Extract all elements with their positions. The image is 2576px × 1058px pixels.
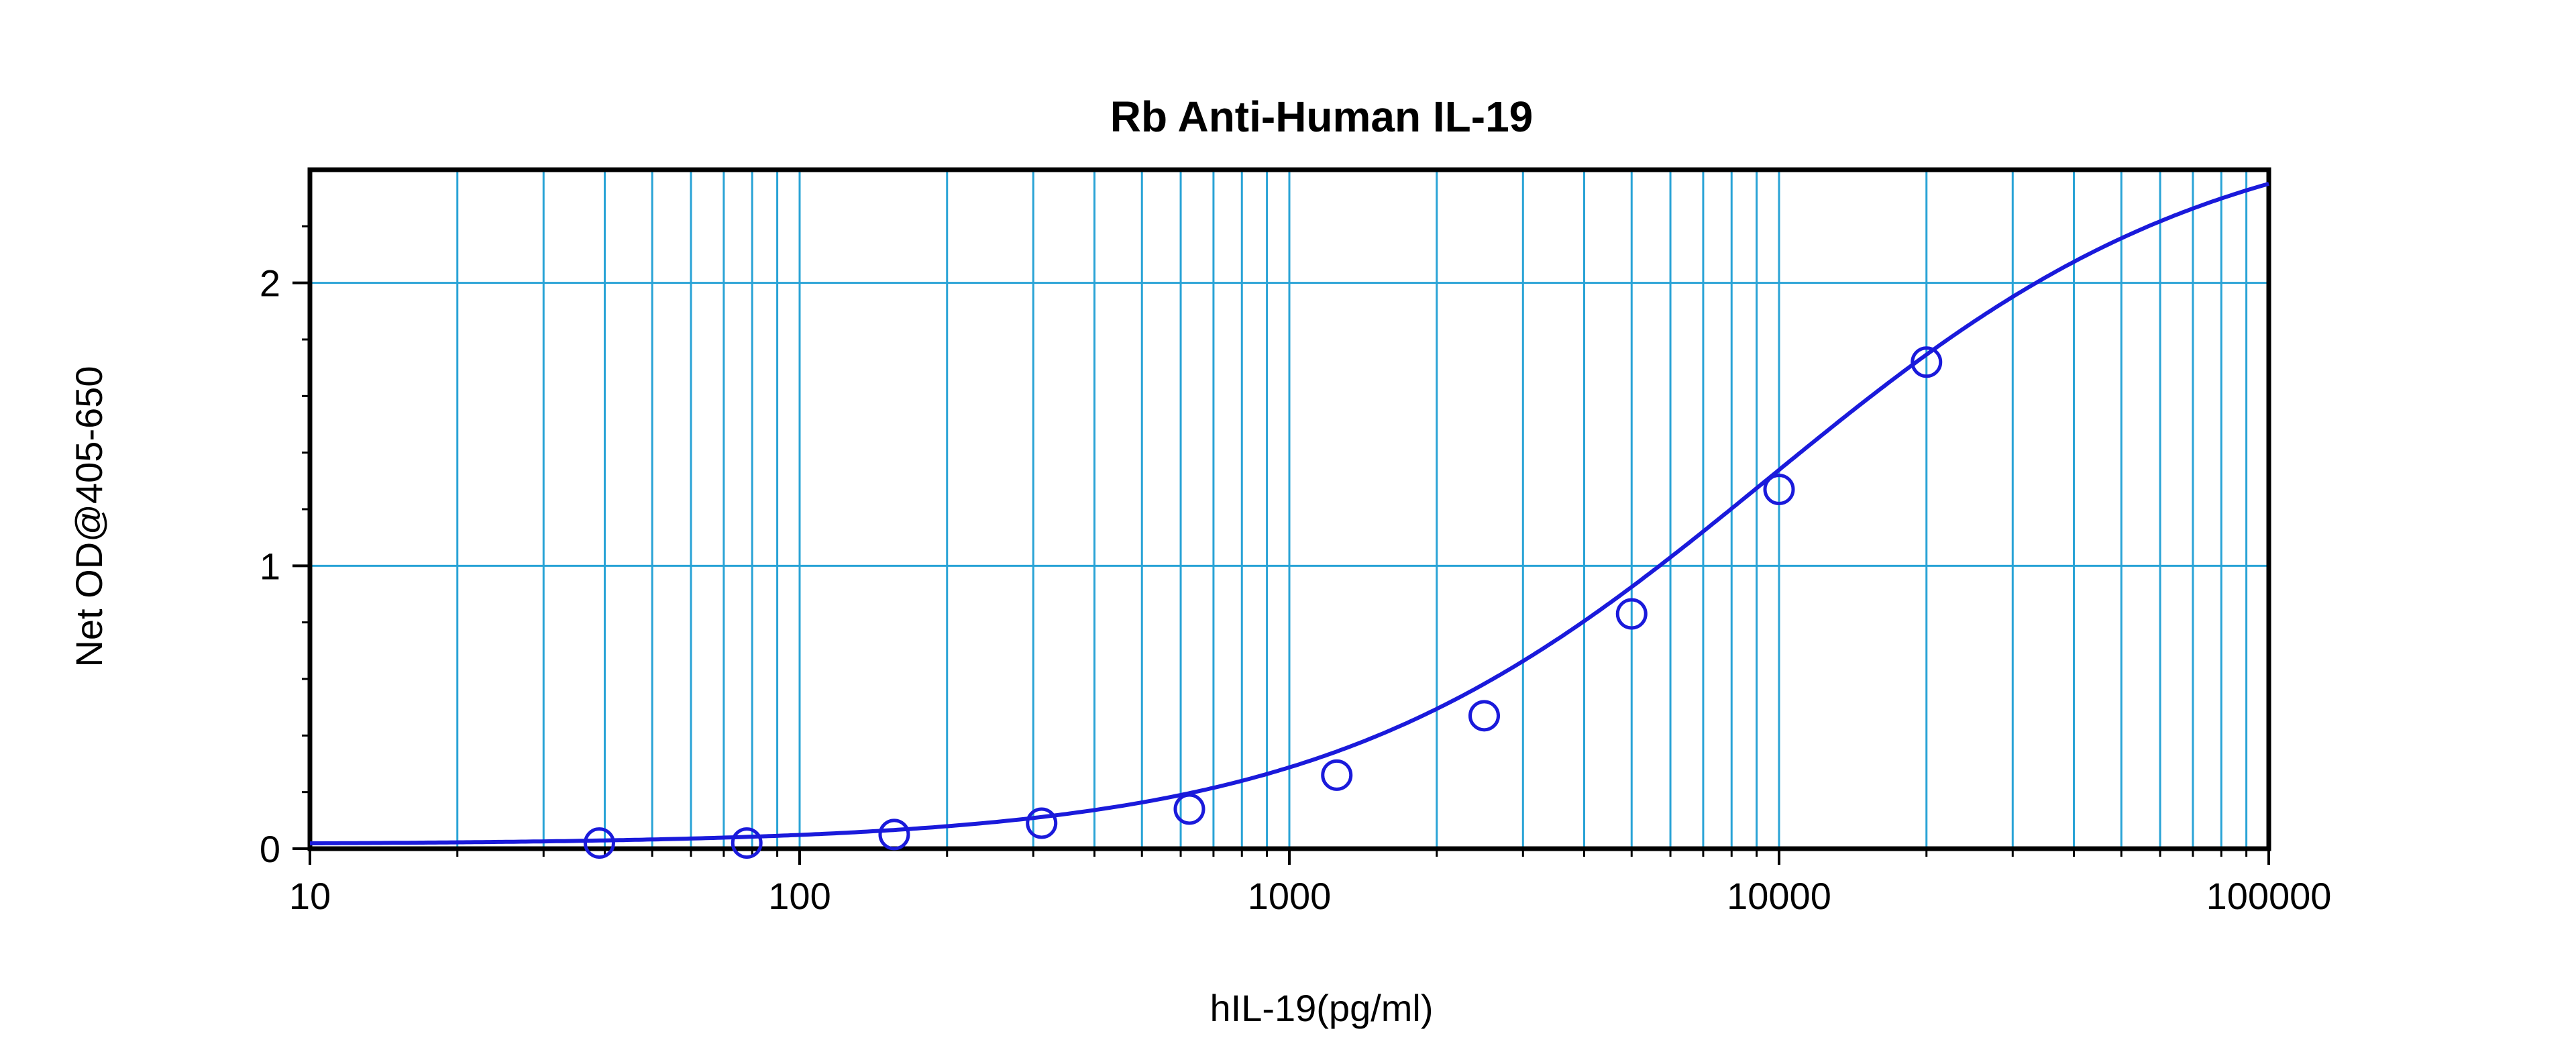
- y-tick-label: 0: [260, 828, 280, 870]
- data-layer: [309, 182, 2269, 859]
- data-point: [1911, 346, 1943, 378]
- y-tick-label: 2: [260, 262, 280, 305]
- grid: [310, 170, 2269, 849]
- fit-curve: [309, 182, 2269, 846]
- data-point: [1026, 807, 1058, 839]
- x-tick-label: 1000: [1248, 875, 1332, 917]
- data-point: [1615, 598, 1648, 630]
- data-point: [583, 827, 615, 859]
- data-point: [1321, 759, 1353, 791]
- data-point: [1468, 700, 1500, 732]
- x-axis-label: hIL-19(pg/ml): [1210, 987, 1433, 1029]
- axes: 0 1 2 10 100 1000 10000 100000: [260, 167, 2332, 917]
- x-tick-label: 100: [768, 875, 830, 917]
- chart-title: Rb Anti-Human IL-19: [1110, 93, 1534, 141]
- data-point: [1173, 793, 1205, 825]
- data-point: [878, 818, 910, 851]
- x-tick-label: 100000: [2206, 875, 2332, 917]
- y-tick-label: 1: [260, 545, 280, 587]
- x-tick-label: 10: [289, 875, 331, 917]
- x-tick-label: 10000: [1727, 875, 1831, 917]
- data-point: [1763, 473, 1795, 505]
- data-point: [731, 827, 763, 859]
- y-axis-label: Net OD@405-650: [68, 366, 110, 667]
